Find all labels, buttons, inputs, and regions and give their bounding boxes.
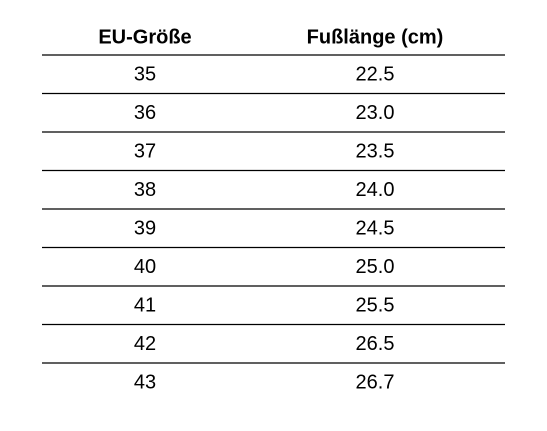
table-cell: 36	[134, 102, 156, 124]
table-cell: 24.5	[356, 218, 395, 240]
header-cell: Fußlänge (cm)	[307, 26, 444, 48]
table-cell: 40	[134, 256, 156, 278]
table-cell: 26.5	[356, 333, 395, 355]
table-cell: 24.0	[356, 179, 395, 201]
table-cell: 37	[134, 141, 156, 163]
table-cell: 25.5	[356, 295, 395, 317]
table-cell: 26.7	[356, 372, 395, 394]
table-cell: 43	[134, 372, 156, 394]
table-cell: 39	[134, 218, 156, 240]
table-cell: 23.0	[356, 102, 395, 124]
table-cell: 23.5	[356, 141, 395, 163]
header-cell: EU-Größe	[98, 26, 191, 48]
table-cell: 41	[134, 295, 156, 317]
table-cell: 42	[134, 333, 156, 355]
table-cell: 38	[134, 179, 156, 201]
table-cell: 35	[134, 64, 156, 86]
table-cell: 22.5	[356, 64, 395, 86]
table-cell: 25.0	[356, 256, 395, 278]
